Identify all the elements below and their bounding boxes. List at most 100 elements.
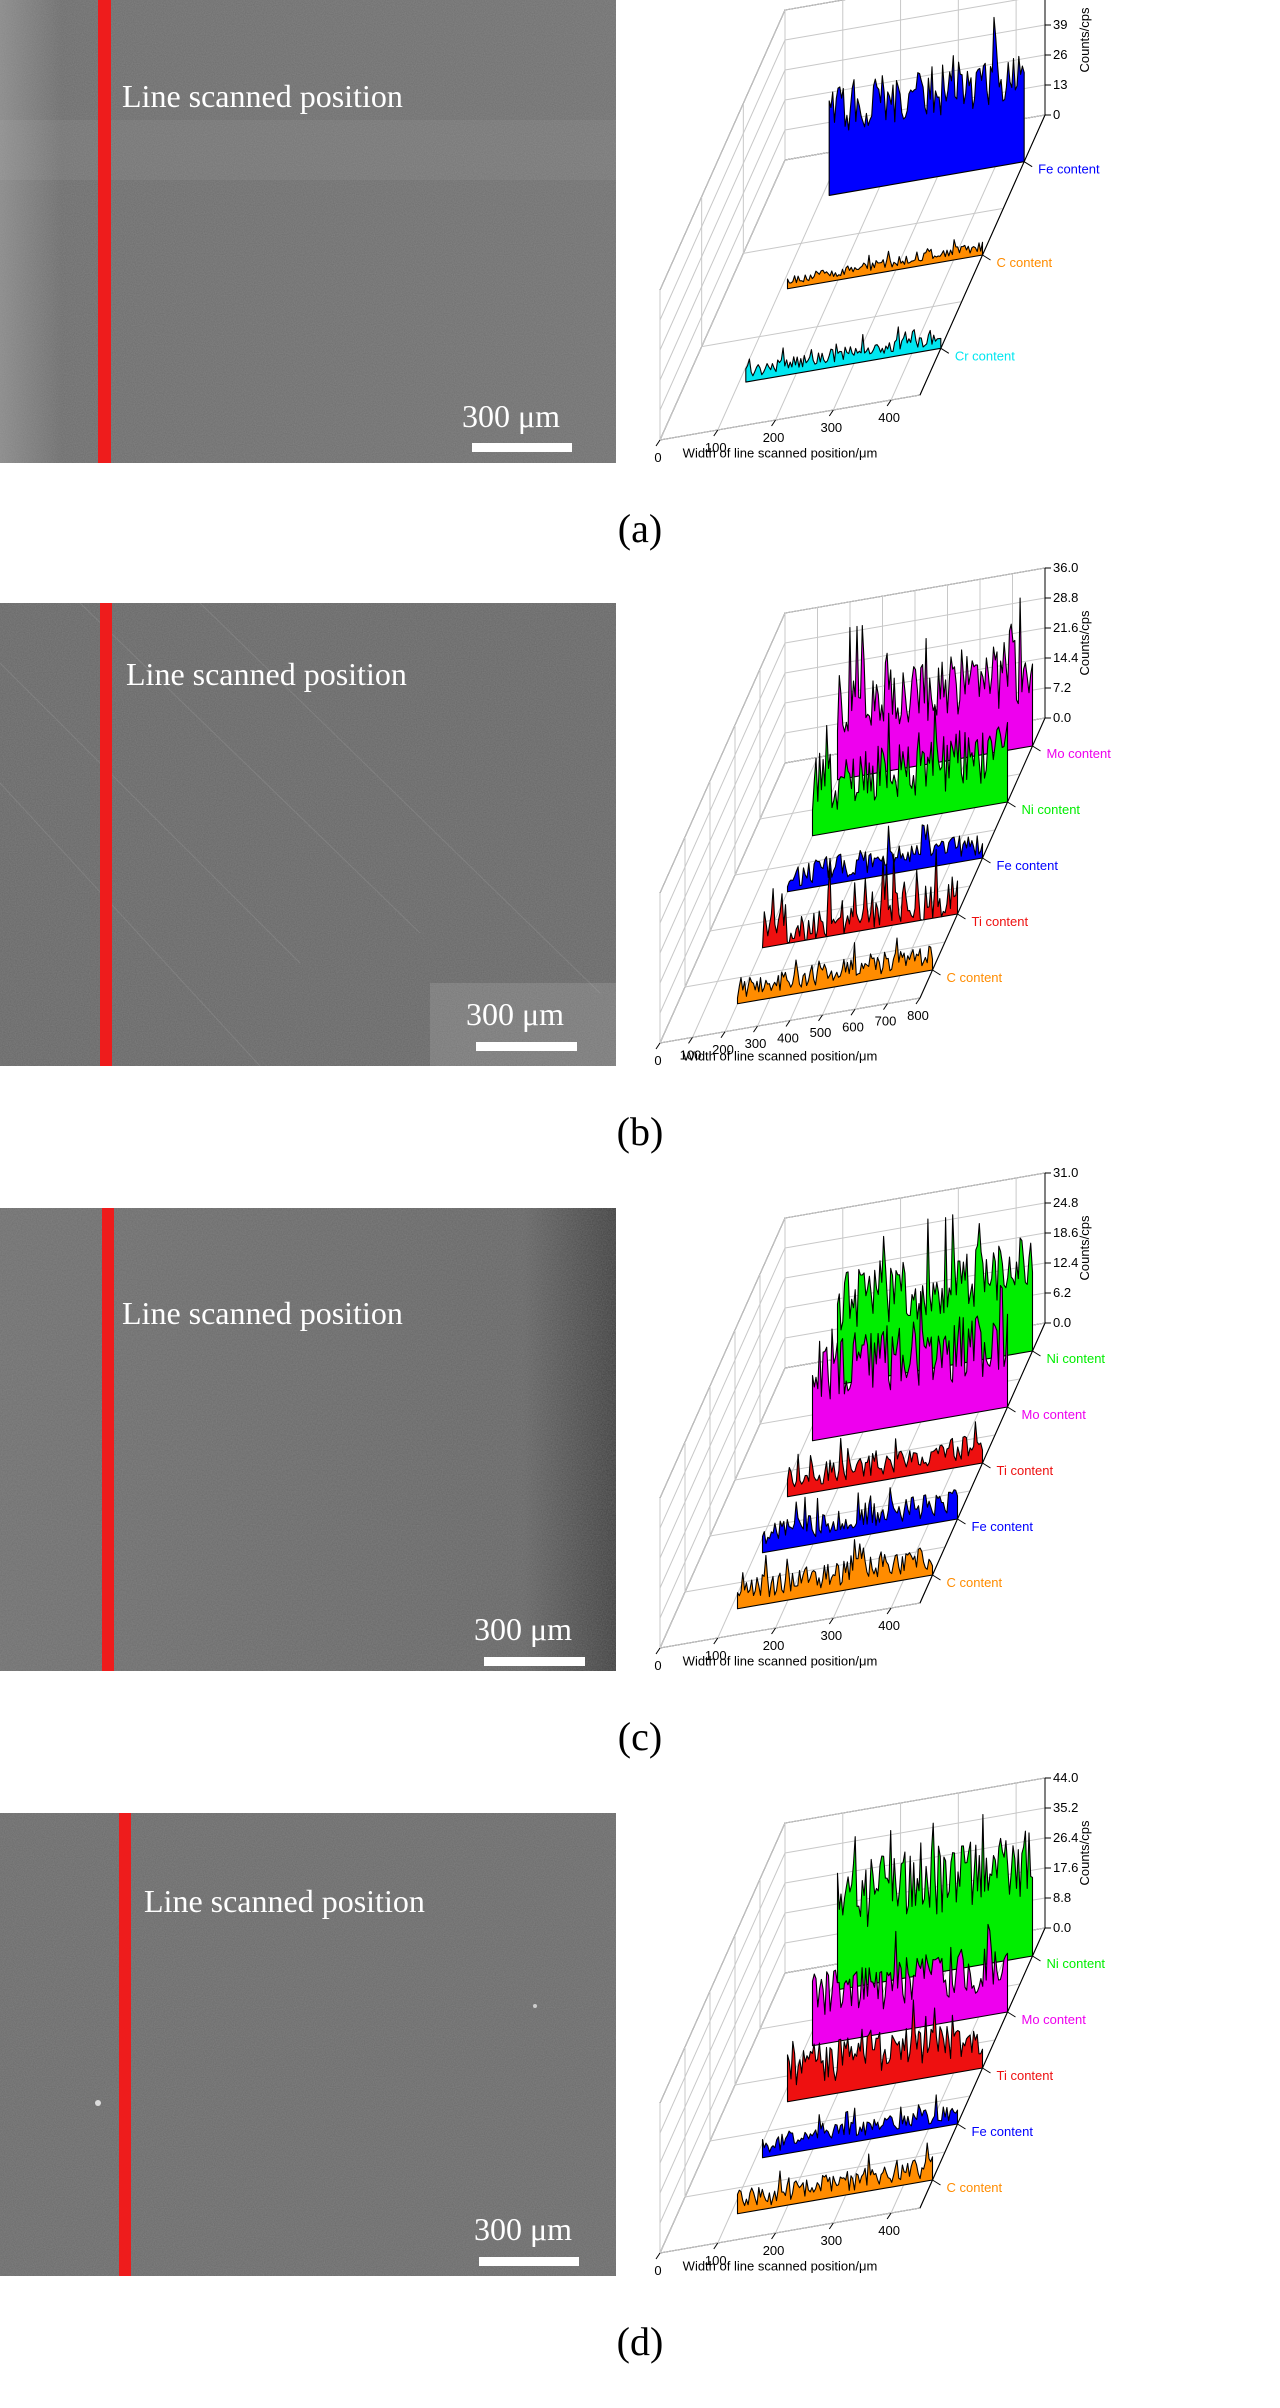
grid-line — [659, 1912, 786, 2194]
series-tick — [957, 913, 966, 920]
x-tick — [785, 1020, 791, 1027]
series-label-Ti: Ti content — [997, 1463, 1054, 1478]
x-tick — [818, 1014, 823, 1022]
x-tick-label: 300 — [820, 2233, 842, 2248]
series-tick — [1032, 1350, 1041, 1357]
x-tick-label: 200 — [763, 1638, 785, 1653]
series-label-Fe: Fe content — [1038, 162, 1100, 177]
scale-bar — [476, 1042, 577, 1051]
y-axis: 0.0 7.2 14.4 21.6 28.8 36.0 — [1044, 560, 1078, 725]
x-axis-label: Width of line scanned position/μm — [683, 2259, 878, 2274]
line-scanned-label: Line scanned position — [144, 1883, 425, 1919]
y-axis-label: Counts/cps — [1077, 7, 1092, 73]
x-tick — [655, 2252, 661, 2260]
y-tick-label: 26.4 — [1053, 1830, 1078, 1845]
grid-line — [659, 762, 786, 1044]
x-tick — [771, 419, 776, 427]
series-Ti-area — [761, 848, 959, 949]
x-tick-label: 100 — [680, 1047, 702, 1062]
grid-line — [659, 69, 786, 351]
x-tick — [713, 1637, 719, 1645]
y-axis: 0.0 8.8 17.6 26.4 35.2 44.0 — [1044, 1770, 1078, 1935]
grid-line — [659, 159, 786, 441]
x-tick — [886, 2212, 892, 2220]
y-tick-label: 12.4 — [1053, 1255, 1078, 1270]
x-tick — [655, 439, 661, 447]
panel-a: Line scanned position 300 μm 01326395265… — [0, 0, 1280, 595]
legend: C content Ti content Fe content Ni content M… — [919, 717, 1112, 999]
series-label-C: C content — [947, 970, 1003, 985]
grid-line — [659, 1217, 786, 1499]
series-Fe-area — [761, 2094, 959, 2159]
scan-line — [98, 0, 111, 463]
series-C-area — [736, 2142, 934, 2215]
y-tick-label: 24.8 — [1053, 1195, 1078, 1210]
series-tick — [1007, 2011, 1016, 2018]
grid-line — [684, 1546, 946, 1593]
x-tick — [828, 2222, 834, 2230]
grid-line — [659, 1277, 786, 1559]
y-tick-label: 52 — [1053, 0, 1067, 2]
grid-line — [684, 941, 946, 988]
x-tick-label: 300 — [820, 1628, 842, 1643]
series-tick — [982, 857, 991, 864]
grid-line — [659, 9, 786, 291]
grid-line — [659, 1602, 921, 1649]
series-tick — [957, 1518, 966, 1525]
scan-line — [100, 603, 112, 1066]
x-tick — [688, 1037, 693, 1044]
x-axis-label: Width of line scanned position/μm — [683, 1654, 878, 1669]
x-tick-label: 100 — [705, 440, 727, 455]
series-Mo-area — [811, 1923, 1009, 2047]
y-axis-label: Counts/cps — [1077, 1820, 1092, 1886]
series-label-Mo: Mo content — [1022, 1407, 1087, 1422]
sem-image: Line scanned position 300 μm — [0, 1813, 616, 2276]
x-tick — [713, 429, 719, 437]
series-tick — [982, 254, 991, 261]
y-tick-label: 36.0 — [1053, 560, 1078, 575]
x-tick-label: 200 — [763, 430, 785, 445]
line-scan-chart-a: 01326395265Counts/cps0100200300400Width … — [650, 0, 1280, 470]
x-tick-label: 800 — [907, 1008, 929, 1023]
series-tick — [1032, 745, 1041, 752]
y-tick-label: 17.6 — [1053, 1860, 1078, 1875]
y-tick-label: 6.2 — [1053, 1285, 1071, 1300]
depth-axis-line — [919, 1322, 1046, 1604]
grid-line — [659, 642, 786, 924]
grid-line — [784, 1777, 1046, 1824]
depth-axis-line — [919, 1927, 1046, 2209]
chart-svg: 0.0 8.8 17.6 26.4 35.2 44.0 Counts/cps 0 100 200 3… — [654, 1770, 1105, 2278]
series-group — [736, 1814, 1034, 2215]
x-axis: 0 100 200 300 400 — [654, 1607, 900, 1673]
series-label-Ni: Ni content — [1047, 1351, 1106, 1366]
grid-line — [784, 24, 1046, 71]
series-label-Fe: Fe content — [972, 1519, 1034, 1534]
grid-line — [659, 1247, 786, 1529]
x-tick — [771, 1627, 776, 1635]
chart-svg: 0.0 6.2 12.4 18.6 24.8 31.0 Counts/cps 0 100 200 3… — [654, 1165, 1106, 1673]
x-tick-label: 700 — [875, 1014, 897, 1029]
grid-line — [743, 207, 1004, 254]
series-label-C: C content — [947, 2180, 1003, 2195]
series-tick — [982, 2067, 991, 2074]
series-label-Mo: Mo content — [1047, 746, 1112, 761]
series-Ni-area — [811, 704, 1009, 837]
x-tick — [915, 997, 921, 1005]
grid-line — [659, 672, 786, 954]
x-tick — [655, 1042, 661, 1050]
y-axis: 0.0 6.2 12.4 18.6 24.8 31.0 — [1044, 1165, 1078, 1330]
grid-line — [784, 567, 1046, 614]
grid-line — [701, 301, 962, 348]
x-tick — [720, 1031, 726, 1039]
x-axis: 0 100 200 300 400 — [654, 2212, 900, 2278]
x-tick — [883, 1003, 888, 1010]
sem-image: Line scanned position 300 μm — [0, 603, 616, 1066]
x-tick-label: 400 — [878, 410, 900, 425]
grid-line — [659, 702, 786, 984]
y-axis-label: Counts/cps — [1077, 1215, 1092, 1281]
scale-bar — [484, 1657, 585, 1666]
grid-line — [659, 1972, 786, 2254]
sem-micrograph — [0, 1208, 616, 1671]
grid-line — [784, 0, 1020, 41]
series-Ti-area — [786, 1421, 984, 1498]
